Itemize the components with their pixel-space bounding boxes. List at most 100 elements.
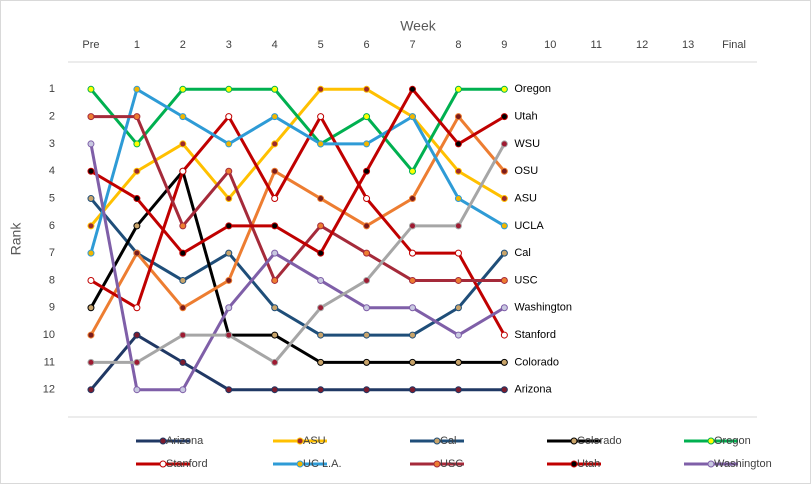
data-point [271,140,279,148]
data-point [454,167,462,175]
data-point [500,386,508,394]
legend-label: Colorado [577,435,622,447]
x-axis-title: Week [400,18,437,34]
data-point [454,195,462,203]
data-point [454,113,462,121]
end-label: UCLA [514,220,544,232]
data-point [87,249,95,257]
end-label: Washington [514,302,572,314]
x-tick-label: 4 [272,39,278,51]
legend-marker [159,437,167,445]
data-point [133,195,141,203]
legend-label: UC L.A. [303,458,342,470]
data-point [500,167,508,175]
data-point [271,85,279,93]
end-label: Stanford [514,329,556,341]
legend-marker [159,460,167,468]
data-point [317,195,325,203]
data-point [225,167,233,175]
y-axis-title: Rank [8,222,24,256]
data-point [225,113,233,121]
data-point [454,386,462,394]
x-tick-label: 13 [682,39,694,51]
y-tick-label: 7 [49,247,55,259]
legend-marker [570,437,578,445]
series-line [89,87,506,254]
data-point [179,85,187,93]
data-point [179,113,187,121]
end-label: Oregon [514,83,551,95]
data-point [271,358,279,366]
y-tick-label: 9 [49,302,55,314]
data-point [225,195,233,203]
data-point [454,140,462,148]
data-point [133,167,141,175]
data-point [225,140,233,148]
data-point [225,276,233,284]
y-tick-label: 4 [49,165,55,177]
x-tick-label: 2 [180,39,186,51]
y-tick-label: 8 [49,274,55,286]
data-point [87,113,95,121]
data-point [317,386,325,394]
y-tick-label: 6 [49,220,55,232]
data-point [87,276,95,284]
data-point [87,358,95,366]
data-point [179,167,187,175]
x-tick-label: Final [722,39,746,51]
data-point [317,304,325,312]
y-tick-label: 12 [43,384,55,396]
end-label: Colorado [514,356,559,368]
data-point [225,85,233,93]
data-point [409,85,416,93]
data-point [363,358,371,366]
end-label: Utah [514,111,537,123]
legend-marker [707,437,715,445]
data-point [363,304,371,312]
data-point [500,140,508,148]
data-point [317,276,325,284]
data-point [363,140,371,148]
end-label: Cal [514,247,531,259]
data-point [225,386,233,394]
data-point [317,249,325,257]
series-line [90,86,506,256]
data-point [271,276,279,284]
legend-marker [433,437,441,445]
data-point [317,331,325,339]
end-label: WSU [514,138,540,150]
data-point [271,222,279,230]
data-point [133,85,141,93]
data-point [363,249,371,257]
legend-label: Oregon [714,435,751,447]
data-point [271,249,279,257]
legend-marker [570,460,578,468]
data-point [500,85,508,93]
data-point [500,331,508,339]
data-point [179,386,187,394]
data-point [500,358,508,366]
data-point [500,113,508,121]
y-tick-label: 11 [44,356,55,368]
x-tick-label: 10 [544,39,556,51]
data-point [317,358,325,366]
x-tick-label: 5 [318,39,324,51]
end-label: USC [514,274,537,286]
data-point [454,249,462,257]
legend-marker [707,460,715,468]
data-point [409,222,416,230]
data-point [179,276,187,284]
data-point [179,358,187,366]
legend-label: USC [440,458,463,470]
end-label: ASU [514,192,537,204]
legend-label: Utah [577,458,600,470]
data-point [87,140,95,148]
data-point [409,276,416,284]
legend-marker [296,460,304,468]
data-point [133,113,141,121]
data-point [454,276,462,284]
legend-label: Cal [440,435,457,447]
data-point [363,167,371,175]
